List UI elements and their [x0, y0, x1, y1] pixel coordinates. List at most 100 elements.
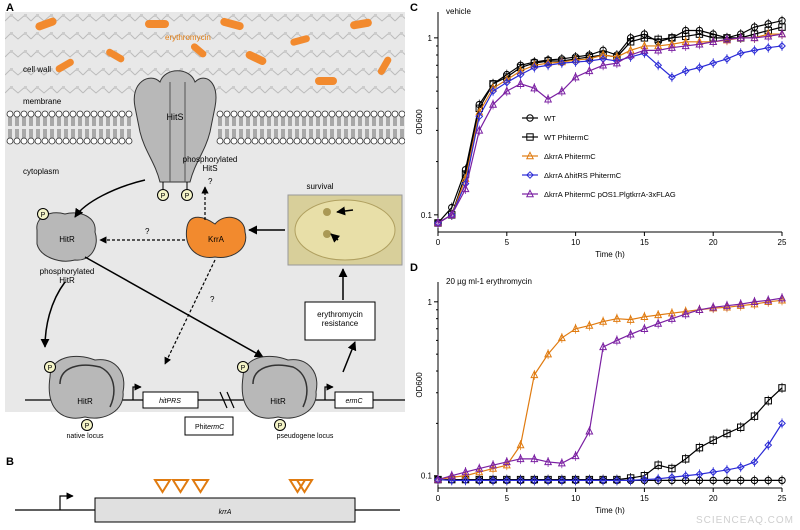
series-4	[433, 293, 787, 485]
data-point	[516, 70, 525, 79]
data-point	[489, 476, 497, 485]
data-point	[695, 39, 704, 48]
data-point	[750, 33, 759, 42]
data-point	[612, 476, 621, 485]
series-4	[433, 29, 787, 228]
data-point	[778, 384, 786, 392]
legend-entry: ΔkrrA PhitermC pOS1.PlgtkrrA-3xFLAG	[544, 190, 676, 199]
data-point	[723, 466, 731, 474]
x-axis-label: Time (h)	[595, 250, 625, 259]
legend-entry: ΔkrrA PhitermC	[544, 152, 596, 161]
hitr-protein	[36, 212, 97, 262]
data-point	[447, 470, 456, 479]
data-point	[778, 419, 786, 428]
data-point	[502, 86, 511, 95]
data-point	[626, 38, 635, 46]
data-point	[750, 476, 759, 485]
phospho-marker-native-bottom: P	[81, 419, 93, 431]
data-point	[475, 476, 484, 485]
x-axis-label: Time (h)	[595, 506, 625, 515]
krra-gene-box	[94, 497, 356, 523]
data-point	[640, 49, 649, 58]
data-point	[599, 316, 608, 325]
data-point	[695, 470, 704, 479]
transposon-insertion-markers	[153, 479, 314, 494]
data-point	[723, 429, 731, 438]
data-point	[654, 310, 663, 319]
x-tick-label: 0	[436, 494, 441, 503]
x-tick-label: 15	[640, 238, 649, 247]
x-tick-label: 20	[709, 494, 718, 503]
data-point	[709, 59, 718, 68]
data-point	[433, 474, 443, 483]
data-point	[516, 476, 525, 485]
data-point	[681, 455, 690, 463]
hits-label: HitS	[166, 112, 183, 122]
resistance-box	[304, 301, 376, 341]
ermc-gene-box	[334, 391, 374, 409]
data-point	[475, 463, 484, 472]
data-point	[475, 125, 484, 134]
data-point	[585, 426, 594, 435]
phospho-marker-hits-1: P	[157, 182, 169, 201]
data-point	[737, 423, 745, 431]
data-point	[461, 476, 470, 485]
data-point	[667, 42, 676, 51]
question-mark-1: ?	[208, 177, 213, 186]
data-point	[599, 342, 608, 351]
data-point	[612, 58, 621, 67]
data-point	[489, 460, 498, 469]
y-axis-label: OD600	[415, 372, 424, 398]
data-point	[764, 476, 772, 485]
phit-ermc-box	[184, 416, 234, 436]
krra-label: KrrA	[208, 235, 225, 244]
data-point	[544, 476, 552, 485]
data-point	[461, 467, 470, 476]
chart-title: vehicle	[446, 7, 471, 16]
x-tick-label: 0	[436, 238, 441, 247]
data-point	[530, 63, 539, 72]
panel-letter-a: A	[6, 2, 14, 14]
data-point	[626, 314, 635, 323]
data-point	[544, 61, 552, 70]
data-point	[447, 476, 456, 485]
series-2	[433, 295, 787, 485]
question-mark-3: ?	[210, 295, 215, 304]
cytoplasm-label: cytoplasm	[23, 167, 59, 176]
data-point	[557, 333, 566, 342]
x-tick-label: 10	[571, 238, 580, 247]
x-tick-label: 5	[505, 494, 510, 503]
data-point	[599, 476, 608, 485]
phit-label: PhitermC	[195, 424, 225, 431]
data-point	[475, 112, 484, 121]
data-point	[723, 476, 731, 485]
data-point	[585, 476, 594, 485]
data-point	[544, 349, 553, 358]
data-point	[544, 94, 553, 103]
data-point	[585, 57, 594, 65]
krra-gene-label: krrA	[219, 509, 232, 516]
data-point	[447, 210, 456, 219]
data-point	[654, 461, 662, 469]
data-point	[585, 66, 594, 75]
legend-marker	[525, 151, 535, 160]
data-point	[516, 78, 525, 88]
data-point	[667, 313, 676, 322]
pseudogene-locus-label: pseudogene locus	[277, 433, 334, 440]
data-point	[723, 55, 731, 63]
svg-text:P: P	[41, 212, 46, 219]
membrane-label: membrane	[23, 97, 62, 106]
data-point	[778, 476, 786, 485]
legend-entry: WT	[544, 114, 556, 123]
data-point	[489, 87, 497, 96]
data-point	[502, 476, 511, 485]
data-point	[750, 412, 759, 420]
data-point	[626, 50, 635, 59]
svg-text:P: P	[185, 193, 190, 200]
series-line	[437, 297, 783, 481]
panel-letter-c: C	[410, 2, 418, 14]
data-point	[709, 36, 718, 46]
x-tick-label: 20	[709, 238, 718, 247]
data-point	[626, 476, 635, 485]
data-point	[544, 457, 553, 466]
